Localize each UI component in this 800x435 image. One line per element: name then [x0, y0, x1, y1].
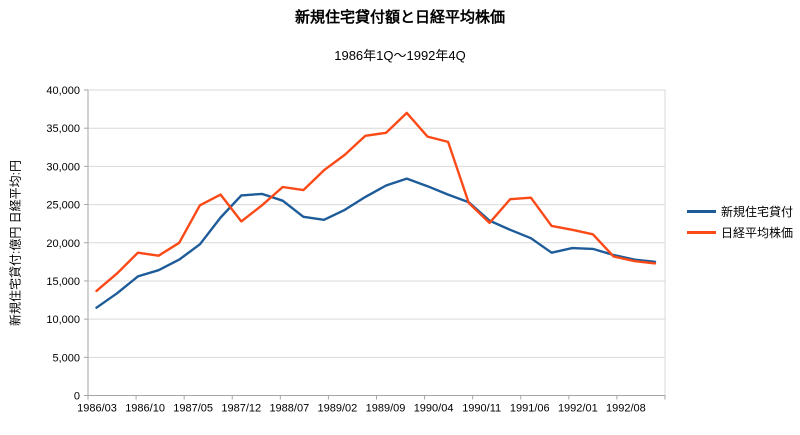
- x-tick-label: 1989/09: [366, 403, 406, 415]
- y-tick-label: 15,000: [46, 276, 80, 288]
- legend-item-housing-loans: 新規住宅貸付: [687, 203, 793, 220]
- chart-subtitle: 1986年1Q～1992年4Q: [334, 48, 466, 63]
- y-tick-label: 10,000: [46, 314, 80, 326]
- x-tick-label: 1986/10: [125, 403, 165, 415]
- x-tick-label: 1990/11: [462, 403, 501, 415]
- x-tick-label: 1989/02: [318, 403, 358, 415]
- x-tick-label: 1987/12: [221, 403, 261, 415]
- series-line-housing-loans: [95, 177, 657, 309]
- x-tick-label: 1988/07: [269, 403, 309, 415]
- y-tick-label: 25,000: [46, 200, 80, 212]
- legend: 新規住宅貸付 日経平均株価: [687, 203, 793, 241]
- legend-line-swatch-blue: [687, 210, 716, 213]
- y-tick-label: 30,000: [46, 161, 80, 173]
- y-tick-label: 5,000: [52, 352, 80, 364]
- series-line-nikkei: [95, 111, 657, 293]
- y-tick-label: 0: [74, 391, 80, 403]
- legend-label: 新規住宅貸付: [721, 205, 794, 219]
- x-tick-label: 1986/03: [77, 403, 117, 415]
- y-tick-label: 20,000: [46, 238, 80, 250]
- chart-title: 新規住宅貸付額と日経平均株価: [294, 9, 505, 26]
- legend-item-nikkei: 日経平均株価: [687, 224, 793, 241]
- x-tick-label: 1992/01: [558, 403, 598, 415]
- x-tick-label: 1990/04: [414, 403, 454, 415]
- x-tick-label: 1987/05: [173, 403, 213, 415]
- x-tick-label: 1991/06: [510, 403, 550, 415]
- y-tick-label: 35,000: [46, 123, 80, 135]
- legend-label: 日経平均株価: [721, 226, 794, 240]
- x-tick-label: 1992/08: [606, 403, 646, 415]
- legend-line-swatch-orange: [687, 231, 716, 234]
- y-tick-label: 40,000: [46, 85, 80, 97]
